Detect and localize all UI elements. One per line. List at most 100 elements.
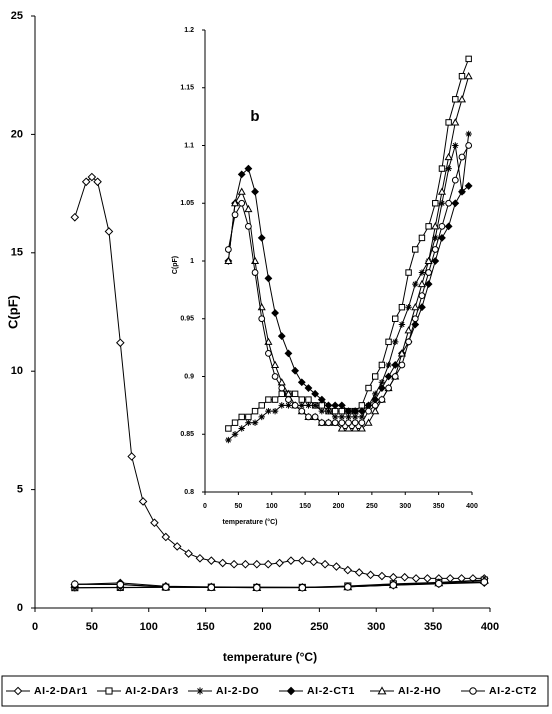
x-tick-label: 100	[140, 621, 158, 633]
marker	[365, 407, 372, 415]
marker	[258, 402, 265, 409]
x-tick-label: 150	[299, 503, 311, 510]
x-tick-label: 400	[481, 621, 499, 633]
marker	[331, 413, 339, 421]
marker	[445, 165, 452, 172]
marker	[298, 583, 307, 592]
marker	[331, 419, 339, 427]
marker	[251, 419, 259, 426]
legend-marker	[196, 687, 204, 695]
marker	[317, 395, 326, 404]
marker	[465, 142, 473, 149]
marker	[275, 558, 284, 568]
marker	[338, 413, 346, 421]
x-tick-label: 0	[32, 621, 38, 633]
x-tick-label: 200	[333, 503, 345, 510]
marker	[358, 419, 366, 427]
marker	[354, 568, 364, 577]
x-tick-label: 0	[203, 503, 207, 510]
marker	[81, 177, 91, 187]
marker	[464, 182, 473, 190]
marker	[377, 384, 386, 392]
marker	[305, 396, 312, 403]
marker	[391, 373, 399, 380]
legend-marker	[377, 686, 387, 695]
marker	[278, 384, 286, 392]
marker	[271, 396, 279, 403]
marker	[385, 338, 392, 346]
marker	[304, 384, 313, 392]
marker	[457, 95, 467, 103]
x-tick-label: 250	[310, 621, 328, 633]
marker	[271, 407, 279, 415]
marker	[343, 565, 353, 575]
y-axis-label: C(pF)	[5, 295, 20, 329]
marker	[311, 413, 319, 421]
marker	[351, 419, 359, 427]
marker	[432, 200, 439, 207]
marker	[277, 332, 286, 340]
marker	[225, 436, 232, 444]
marker	[253, 583, 261, 592]
x-tick-label: 300	[399, 503, 411, 510]
marker	[195, 553, 205, 563]
marker	[438, 165, 446, 172]
marker	[391, 361, 400, 369]
marker	[251, 187, 259, 196]
x-tick-label: 200	[253, 621, 271, 633]
x-tick-label: 150	[196, 621, 214, 633]
y-tick-label: 1	[190, 258, 194, 265]
marker	[238, 199, 246, 207]
legend-label: AI-2-DAr3	[125, 685, 179, 697]
marker	[71, 580, 79, 588]
marker	[392, 338, 399, 346]
marker	[284, 349, 293, 358]
marker	[161, 532, 171, 542]
marker	[265, 407, 272, 415]
marker	[291, 366, 300, 375]
marker	[184, 549, 193, 558]
marker	[241, 559, 250, 569]
y-tick-label: 10	[11, 365, 23, 377]
marker	[378, 379, 386, 386]
x-tick-label: 100	[266, 503, 278, 510]
marker	[405, 304, 412, 311]
marker	[366, 570, 375, 580]
marker	[278, 402, 285, 409]
marker	[438, 233, 446, 242]
y-tick-label: 1.15	[180, 85, 194, 92]
marker	[265, 396, 272, 403]
marker	[364, 418, 373, 426]
marker	[465, 55, 472, 63]
marker	[337, 424, 346, 432]
marker	[264, 274, 273, 283]
marker	[351, 413, 359, 421]
marker	[345, 413, 352, 421]
marker	[458, 72, 466, 80]
marker	[286, 556, 296, 565]
marker	[431, 222, 440, 230]
marker	[258, 413, 265, 421]
marker	[385, 384, 392, 392]
marker	[412, 246, 419, 253]
legend-box	[1, 675, 549, 707]
marker	[451, 118, 460, 126]
marker	[70, 212, 80, 222]
marker	[418, 269, 426, 276]
marker	[398, 321, 406, 328]
marker	[320, 559, 330, 569]
marker	[298, 396, 306, 403]
marker	[400, 572, 409, 582]
legend-label: AI-2-CT2	[489, 685, 537, 697]
marker	[378, 361, 386, 369]
marker	[378, 396, 386, 403]
marker	[337, 401, 346, 410]
marker	[298, 407, 306, 415]
marker	[325, 419, 332, 427]
marker	[411, 574, 421, 583]
y-tick-label: 15	[11, 247, 23, 259]
marker	[357, 424, 366, 432]
marker	[465, 130, 472, 138]
marker	[229, 559, 239, 569]
